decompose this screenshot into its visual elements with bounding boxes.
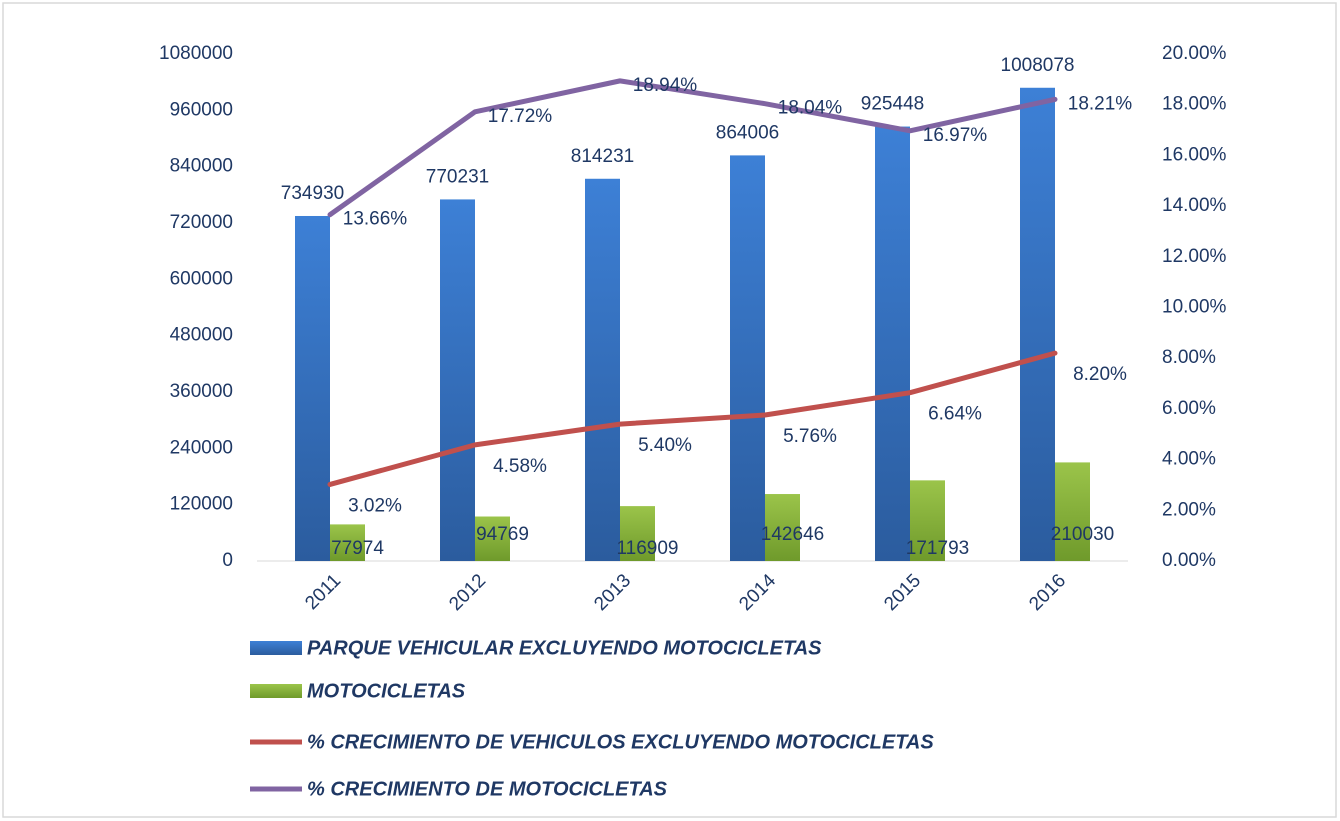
y2-tick-label: 12.00%: [1162, 246, 1227, 267]
data-label: 142646: [761, 524, 824, 545]
bar: [585, 178, 620, 561]
y-tick-label: 120000: [170, 494, 233, 515]
line: [327, 350, 1058, 487]
x-tick-label: 2014: [735, 570, 780, 615]
bar: [440, 199, 475, 561]
data-label: 116909: [617, 538, 679, 559]
data-label: 5.40%: [638, 435, 692, 456]
legend-swatch: [250, 641, 302, 655]
data-label: 8.20%: [1073, 364, 1127, 385]
x-tick-label: 2012: [445, 570, 490, 615]
bar: [1055, 462, 1090, 561]
bar: [330, 524, 365, 561]
bar: [1020, 87, 1055, 562]
x-tick-label: 2013: [590, 570, 635, 615]
data-label: 13.66%: [343, 209, 408, 230]
y2-tick-label: 16.00%: [1162, 144, 1227, 165]
data-label: 864006: [716, 122, 779, 143]
bar: [765, 494, 800, 561]
legend-label: % CRECIMIENTO DE MOTOCICLETAS: [307, 778, 668, 800]
line: [327, 78, 1058, 218]
y-tick-label: 960000: [170, 99, 233, 120]
data-label: 77974: [331, 538, 384, 559]
bar: [875, 126, 910, 561]
data-label: 94769: [476, 524, 529, 545]
x-tick-label: 2015: [880, 570, 925, 615]
y2-tick-label: 10.00%: [1162, 297, 1227, 318]
y-tick-label: 0: [222, 550, 233, 571]
bar: [730, 155, 765, 561]
data-label: 17.72%: [488, 106, 553, 127]
legend-label: PARQUE VEHICULAR EXCLUYENDO MOTOCICLETAS: [307, 637, 822, 659]
y-tick-label: 840000: [170, 156, 233, 177]
legend-swatch: [250, 684, 302, 698]
y2-tick-label: 8.00%: [1162, 347, 1216, 368]
y2-tick-label: 4.00%: [1162, 449, 1216, 470]
data-label: 1008078: [1001, 55, 1075, 76]
x-tick-label: 2016: [1025, 570, 1070, 615]
data-label: 6.64%: [928, 404, 982, 425]
y-tick-label: 240000: [170, 437, 233, 458]
bar: [475, 516, 510, 561]
data-label: 770231: [426, 166, 489, 187]
y-tick-label: 720000: [170, 212, 233, 233]
bar: [295, 215, 330, 561]
y2-tick-label: 14.00%: [1162, 195, 1227, 216]
x-tick-label: 2011: [301, 570, 345, 614]
bar: [910, 480, 945, 561]
data-label: 5.76%: [783, 426, 837, 447]
legend-label: % CRECIMIENTO DE VEHICULOS EXCLUYENDO MO…: [307, 731, 934, 753]
data-label: 16.97%: [923, 125, 988, 146]
data-label: 210030: [1051, 524, 1114, 545]
data-label: 3.02%: [348, 495, 402, 516]
data-label: 4.58%: [493, 456, 547, 477]
y-tick-label: 600000: [170, 268, 233, 289]
data-label: 814231: [571, 146, 634, 167]
y2-tick-label: 6.00%: [1162, 398, 1216, 419]
data-label: 18.04%: [778, 98, 843, 119]
y-tick-label: 360000: [170, 381, 233, 402]
data-label: 18.21%: [1068, 93, 1133, 114]
legend-label: MOTOCICLETAS: [307, 680, 466, 702]
y-tick-label: 1080000: [159, 43, 233, 64]
y-tick-label: 480000: [170, 325, 233, 346]
data-label: 734930: [281, 183, 344, 204]
data-label: 925448: [861, 94, 924, 115]
y2-tick-label: 18.00%: [1162, 94, 1227, 115]
y2-tick-label: 2.00%: [1162, 499, 1216, 520]
bar: [620, 506, 655, 561]
y2-tick-label: 20.00%: [1162, 43, 1227, 64]
data-label: 171793: [906, 538, 969, 559]
y2-tick-label: 0.00%: [1162, 550, 1216, 571]
data-label: 18.94%: [633, 75, 698, 96]
